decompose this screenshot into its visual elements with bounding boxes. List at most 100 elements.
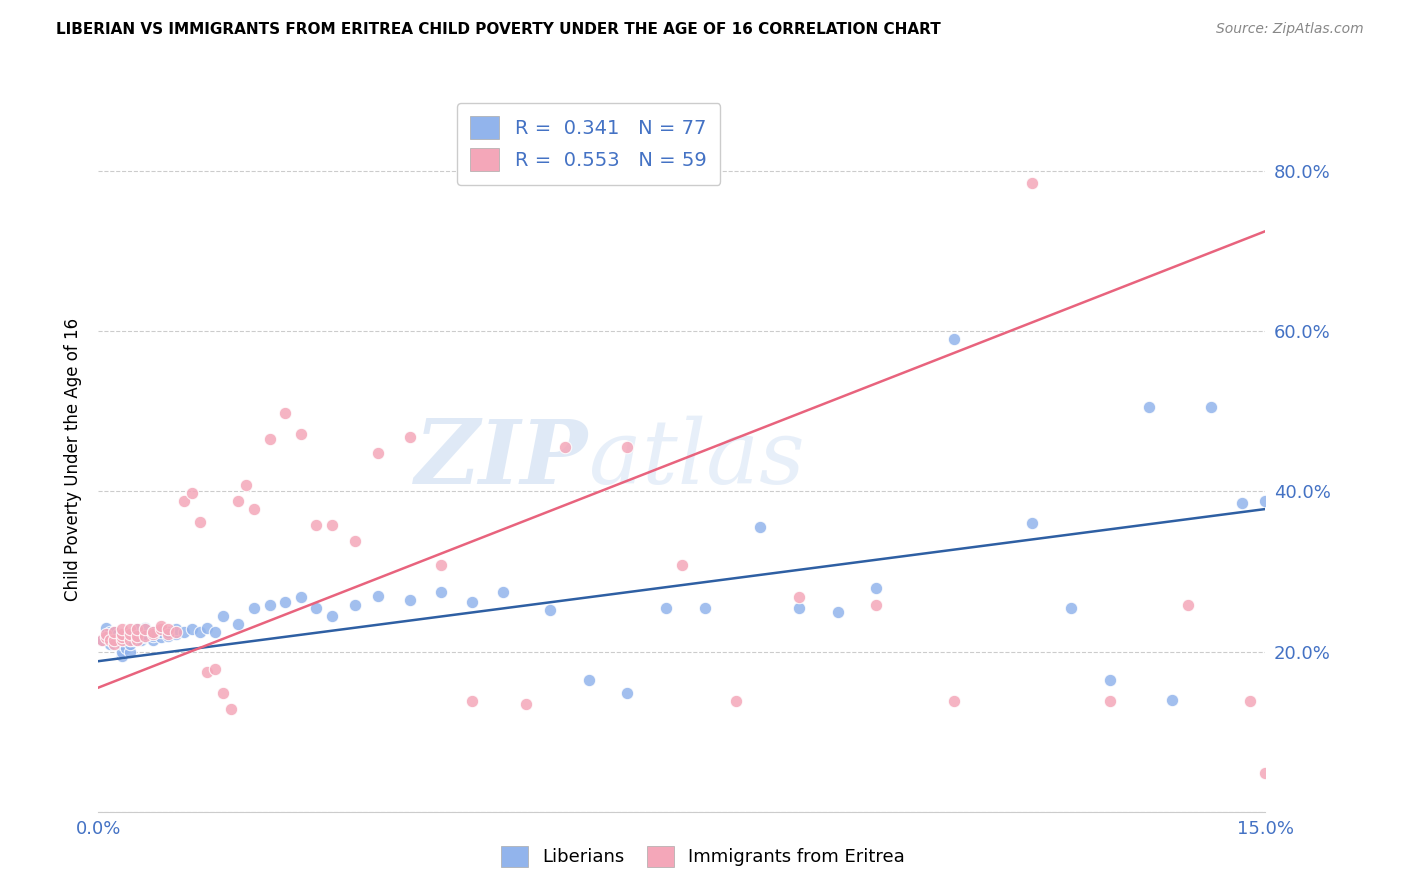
Point	[127, 627, 149, 641]
Point	[157, 624, 180, 639]
Point	[118, 622, 141, 636]
Point	[787, 590, 810, 604]
Point	[111, 630, 134, 644]
Point	[96, 630, 118, 644]
Point	[188, 624, 211, 639]
Point	[305, 600, 328, 615]
Point	[134, 621, 156, 635]
Point	[1021, 516, 1043, 531]
Text: atlas: atlas	[589, 416, 804, 503]
Point	[655, 600, 678, 615]
Point	[127, 622, 149, 636]
Point	[157, 622, 180, 636]
Point	[142, 627, 165, 641]
Point	[344, 598, 367, 612]
Point	[671, 558, 693, 573]
Point	[204, 624, 226, 639]
Point	[274, 595, 297, 609]
Point	[127, 632, 149, 647]
Text: LIBERIAN VS IMMIGRANTS FROM ERITREA CHILD POVERTY UNDER THE AGE OF 16 CORRELATIO: LIBERIAN VS IMMIGRANTS FROM ERITREA CHIL…	[56, 22, 941, 37]
Point	[173, 494, 195, 508]
Point	[344, 534, 367, 549]
Point	[195, 621, 218, 635]
Point	[122, 632, 145, 647]
Point	[461, 595, 484, 609]
Point	[107, 627, 129, 641]
Point	[149, 619, 172, 633]
Point	[305, 518, 328, 533]
Point	[111, 632, 134, 647]
Point	[1254, 494, 1277, 508]
Point	[142, 628, 165, 642]
Point	[134, 627, 156, 641]
Point	[827, 605, 849, 619]
Point	[111, 628, 134, 642]
Point	[118, 636, 141, 650]
Point	[748, 520, 770, 534]
Point	[367, 446, 389, 460]
Point	[96, 621, 118, 635]
Point	[243, 502, 266, 516]
Point	[180, 486, 202, 500]
Point	[134, 630, 156, 644]
Point	[103, 632, 125, 647]
Point	[149, 624, 172, 639]
Point	[1199, 401, 1222, 415]
Point	[235, 478, 257, 492]
Point	[554, 441, 576, 455]
Point	[398, 430, 420, 444]
Point	[118, 644, 141, 658]
Point	[538, 603, 561, 617]
Point	[98, 636, 121, 650]
Point	[515, 697, 537, 711]
Point	[787, 600, 810, 615]
Point	[259, 433, 281, 447]
Point	[219, 702, 242, 716]
Point	[429, 584, 451, 599]
Point	[274, 406, 297, 420]
Point	[98, 632, 121, 647]
Point	[96, 627, 118, 641]
Point	[492, 584, 515, 599]
Point	[429, 558, 451, 573]
Point	[243, 600, 266, 615]
Point	[107, 630, 129, 644]
Point	[259, 598, 281, 612]
Point	[111, 644, 134, 658]
Point	[725, 694, 748, 708]
Point	[165, 624, 187, 639]
Point	[1098, 694, 1121, 708]
Point	[1254, 766, 1277, 780]
Point	[111, 648, 134, 663]
Point	[127, 630, 149, 644]
Point	[228, 616, 250, 631]
Point	[157, 628, 180, 642]
Point	[118, 632, 141, 647]
Point	[321, 608, 343, 623]
Point	[398, 592, 420, 607]
Point	[1060, 600, 1083, 615]
Point	[195, 665, 218, 679]
Point	[865, 581, 887, 595]
Point	[103, 632, 125, 647]
Point	[114, 640, 136, 655]
Point	[142, 632, 165, 647]
Point	[111, 632, 134, 647]
Point	[103, 624, 125, 639]
Point	[118, 632, 141, 647]
Point	[1239, 694, 1261, 708]
Point	[204, 662, 226, 676]
Point	[695, 600, 717, 615]
Point	[212, 686, 235, 700]
Point	[142, 624, 165, 639]
Point	[228, 494, 250, 508]
Point	[943, 694, 966, 708]
Point	[865, 598, 887, 612]
Point	[134, 628, 156, 642]
Point	[111, 622, 134, 636]
Point	[616, 441, 638, 455]
Point	[290, 590, 312, 604]
Point	[367, 589, 389, 603]
Point	[111, 627, 134, 641]
Point	[103, 628, 125, 642]
